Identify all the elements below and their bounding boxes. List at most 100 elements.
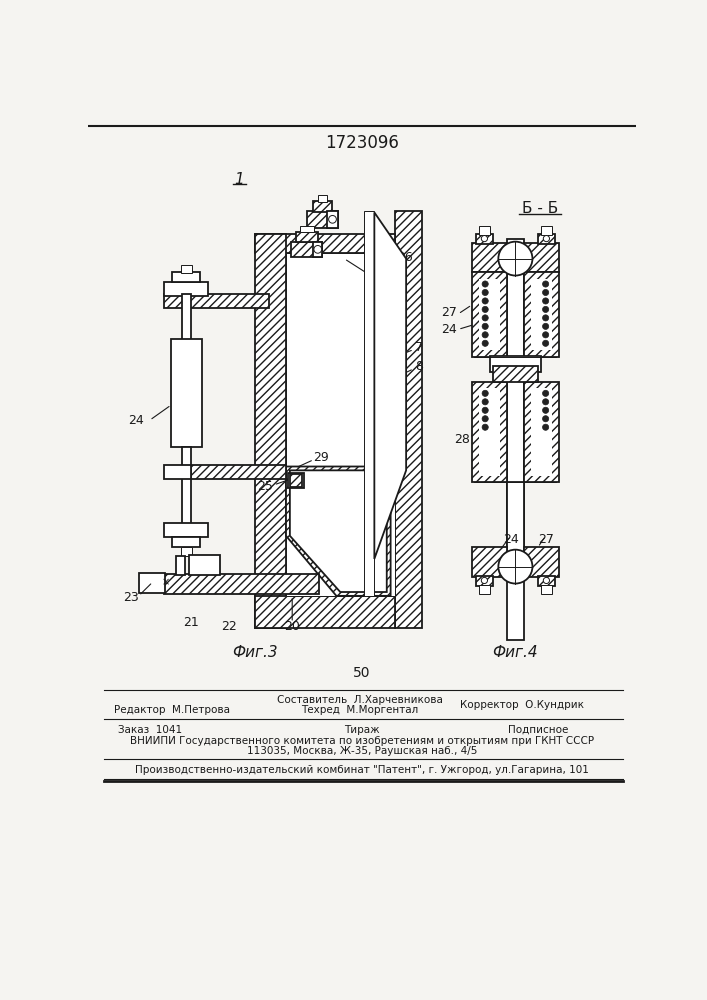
- Bar: [171, 339, 202, 447]
- Bar: [182, 447, 192, 524]
- Circle shape: [542, 323, 549, 329]
- Bar: [300, 226, 314, 232]
- Bar: [538, 234, 555, 244]
- Bar: [313, 242, 322, 257]
- Bar: [164, 465, 192, 479]
- Circle shape: [542, 399, 549, 405]
- Bar: [476, 576, 493, 586]
- Bar: [182, 294, 192, 340]
- Polygon shape: [374, 212, 406, 559]
- Bar: [189, 465, 286, 479]
- Bar: [317, 195, 327, 202]
- Text: 24: 24: [441, 323, 457, 336]
- Text: 7: 7: [415, 341, 423, 354]
- Polygon shape: [395, 211, 421, 628]
- Bar: [182, 547, 192, 556]
- Text: Техред  М.Моргентал: Техред М.Моргентал: [301, 705, 419, 715]
- Bar: [472, 382, 507, 482]
- Bar: [307, 211, 338, 228]
- Circle shape: [498, 242, 532, 276]
- Bar: [524, 547, 559, 577]
- Bar: [363, 211, 374, 596]
- Bar: [313, 201, 332, 212]
- Text: 20: 20: [284, 620, 300, 633]
- Text: 8: 8: [415, 360, 423, 373]
- Polygon shape: [255, 234, 395, 253]
- Bar: [296, 232, 317, 242]
- Bar: [490, 356, 541, 372]
- Text: Тираж: Тираж: [344, 725, 380, 735]
- Text: 50: 50: [354, 666, 370, 680]
- Bar: [286, 253, 395, 596]
- Circle shape: [329, 215, 337, 223]
- Bar: [479, 388, 500, 476]
- Circle shape: [482, 399, 489, 405]
- Text: 26: 26: [397, 251, 412, 264]
- Bar: [524, 272, 559, 357]
- Bar: [541, 226, 552, 235]
- Circle shape: [482, 306, 489, 313]
- Circle shape: [482, 298, 489, 304]
- Text: Фиг.3: Фиг.3: [232, 645, 278, 660]
- Circle shape: [482, 323, 489, 329]
- Circle shape: [542, 306, 549, 313]
- Circle shape: [482, 289, 489, 296]
- Text: 28: 28: [454, 433, 470, 446]
- Polygon shape: [290, 470, 387, 592]
- Text: 29: 29: [313, 451, 329, 464]
- Bar: [538, 576, 555, 586]
- Text: 27: 27: [538, 533, 554, 546]
- Bar: [327, 211, 338, 228]
- Bar: [531, 279, 552, 350]
- Circle shape: [314, 246, 322, 253]
- Text: Производственно-издательский комбинат "Патент", г. Ужгород, ул.Гагарина, 101: Производственно-издательский комбинат "П…: [135, 765, 589, 775]
- Bar: [472, 272, 507, 357]
- Polygon shape: [255, 234, 286, 628]
- Circle shape: [481, 577, 488, 584]
- Bar: [472, 547, 507, 577]
- Bar: [507, 482, 524, 574]
- Circle shape: [542, 340, 549, 346]
- Circle shape: [482, 416, 489, 422]
- Bar: [507, 239, 524, 640]
- Bar: [472, 243, 507, 272]
- Circle shape: [481, 235, 488, 242]
- Bar: [176, 556, 185, 575]
- Text: 26: 26: [389, 281, 404, 294]
- Bar: [479, 226, 490, 235]
- Text: 22: 22: [221, 620, 238, 633]
- Circle shape: [482, 281, 489, 287]
- Circle shape: [482, 407, 489, 413]
- Polygon shape: [286, 466, 391, 596]
- Text: Заказ  1041: Заказ 1041: [118, 725, 182, 735]
- Circle shape: [542, 332, 549, 338]
- Text: ×: ×: [162, 577, 170, 587]
- Text: Составитель  Л.Харчевникова: Составитель Л.Харчевникова: [276, 695, 443, 705]
- Circle shape: [542, 416, 549, 422]
- Bar: [479, 585, 490, 594]
- Bar: [476, 234, 493, 244]
- Circle shape: [542, 390, 549, 396]
- Text: ВНИИПИ Государственного комитета по изобретениям и открытиям при ГКНТ СССР: ВНИИПИ Государственного комитета по изоб…: [130, 736, 594, 746]
- Polygon shape: [255, 596, 395, 628]
- Text: 24: 24: [503, 533, 519, 546]
- Circle shape: [543, 235, 549, 242]
- Text: 24: 24: [129, 414, 144, 427]
- Bar: [182, 265, 192, 273]
- Text: 1723096: 1723096: [325, 134, 399, 152]
- Text: 25: 25: [257, 480, 273, 493]
- Text: 113035, Москва, Ж-35, Раушская наб., 4/5: 113035, Москва, Ж-35, Раушская наб., 4/5: [247, 746, 477, 756]
- Bar: [164, 574, 320, 594]
- Bar: [541, 585, 552, 594]
- Circle shape: [542, 315, 549, 321]
- Circle shape: [542, 424, 549, 430]
- Text: Подписное: Подписное: [508, 725, 568, 735]
- Text: 21: 21: [183, 616, 199, 629]
- Bar: [290, 474, 303, 487]
- Circle shape: [542, 298, 549, 304]
- Bar: [172, 537, 200, 547]
- Circle shape: [482, 424, 489, 430]
- Bar: [524, 382, 559, 482]
- Circle shape: [542, 407, 549, 413]
- Bar: [291, 242, 322, 257]
